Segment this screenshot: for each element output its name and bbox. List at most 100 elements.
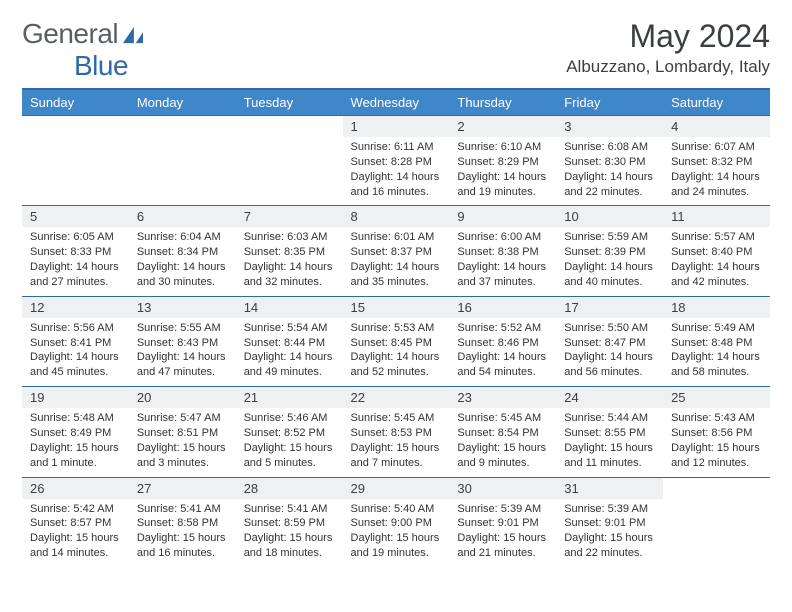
weekday-header: Monday bbox=[129, 89, 236, 116]
day-details: Sunrise: 6:01 AMSunset: 8:37 PMDaylight:… bbox=[343, 227, 450, 295]
day-details: Sunrise: 5:45 AMSunset: 8:54 PMDaylight:… bbox=[449, 408, 556, 476]
calendar-cell: 27Sunrise: 5:41 AMSunset: 8:58 PMDayligh… bbox=[129, 477, 236, 567]
day-details: Sunrise: 5:43 AMSunset: 8:56 PMDaylight:… bbox=[663, 408, 770, 476]
day-number: 17 bbox=[556, 297, 663, 318]
day-number: 31 bbox=[556, 478, 663, 499]
calendar-cell: 6Sunrise: 6:04 AMSunset: 8:34 PMDaylight… bbox=[129, 206, 236, 296]
calendar-cell: 14Sunrise: 5:54 AMSunset: 8:44 PMDayligh… bbox=[236, 296, 343, 386]
day-number: 27 bbox=[129, 478, 236, 499]
day-number: 16 bbox=[449, 297, 556, 318]
day-number: 13 bbox=[129, 297, 236, 318]
day-details: Sunrise: 5:49 AMSunset: 8:48 PMDaylight:… bbox=[663, 318, 770, 386]
day-details: Sunrise: 6:07 AMSunset: 8:32 PMDaylight:… bbox=[663, 137, 770, 205]
day-details: Sunrise: 5:53 AMSunset: 8:45 PMDaylight:… bbox=[343, 318, 450, 386]
brand-part1: General bbox=[22, 18, 118, 49]
day-details: Sunrise: 5:48 AMSunset: 8:49 PMDaylight:… bbox=[22, 408, 129, 476]
day-details: Sunrise: 6:10 AMSunset: 8:29 PMDaylight:… bbox=[449, 137, 556, 205]
calendar-cell: 3Sunrise: 6:08 AMSunset: 8:30 PMDaylight… bbox=[556, 116, 663, 206]
day-number: 1 bbox=[343, 116, 450, 137]
calendar-cell: 19Sunrise: 5:48 AMSunset: 8:49 PMDayligh… bbox=[22, 387, 129, 477]
calendar-cell: 7Sunrise: 6:03 AMSunset: 8:35 PMDaylight… bbox=[236, 206, 343, 296]
calendar-week-row: ......1Sunrise: 6:11 AMSunset: 8:28 PMDa… bbox=[22, 116, 770, 206]
calendar-cell: 23Sunrise: 5:45 AMSunset: 8:54 PMDayligh… bbox=[449, 387, 556, 477]
day-number: 19 bbox=[22, 387, 129, 408]
day-details: Sunrise: 6:05 AMSunset: 8:33 PMDaylight:… bbox=[22, 227, 129, 295]
weekday-header: Friday bbox=[556, 89, 663, 116]
day-number: 3 bbox=[556, 116, 663, 137]
calendar-cell: 11Sunrise: 5:57 AMSunset: 8:40 PMDayligh… bbox=[663, 206, 770, 296]
calendar-cell: .. bbox=[129, 116, 236, 206]
day-details: Sunrise: 5:40 AMSunset: 9:00 PMDaylight:… bbox=[343, 499, 450, 567]
calendar-cell: 28Sunrise: 5:41 AMSunset: 8:59 PMDayligh… bbox=[236, 477, 343, 567]
day-details: Sunrise: 5:45 AMSunset: 8:53 PMDaylight:… bbox=[343, 408, 450, 476]
day-number: 22 bbox=[343, 387, 450, 408]
day-details: Sunrise: 6:03 AMSunset: 8:35 PMDaylight:… bbox=[236, 227, 343, 295]
day-number: 14 bbox=[236, 297, 343, 318]
day-details: Sunrise: 6:11 AMSunset: 8:28 PMDaylight:… bbox=[343, 137, 450, 205]
calendar-cell: 1Sunrise: 6:11 AMSunset: 8:28 PMDaylight… bbox=[343, 116, 450, 206]
day-number: 29 bbox=[343, 478, 450, 499]
day-details: Sunrise: 5:59 AMSunset: 8:39 PMDaylight:… bbox=[556, 227, 663, 295]
day-details: Sunrise: 5:50 AMSunset: 8:47 PMDaylight:… bbox=[556, 318, 663, 386]
day-number: 25 bbox=[663, 387, 770, 408]
day-number: 4 bbox=[663, 116, 770, 137]
day-details: Sunrise: 5:57 AMSunset: 8:40 PMDaylight:… bbox=[663, 227, 770, 295]
calendar-cell: 4Sunrise: 6:07 AMSunset: 8:32 PMDaylight… bbox=[663, 116, 770, 206]
day-number: 9 bbox=[449, 206, 556, 227]
day-details: Sunrise: 6:00 AMSunset: 8:38 PMDaylight:… bbox=[449, 227, 556, 295]
month-title: May 2024 bbox=[566, 18, 770, 55]
calendar-body: ......1Sunrise: 6:11 AMSunset: 8:28 PMDa… bbox=[22, 116, 770, 567]
calendar-cell: 26Sunrise: 5:42 AMSunset: 8:57 PMDayligh… bbox=[22, 477, 129, 567]
calendar-week-row: 26Sunrise: 5:42 AMSunset: 8:57 PMDayligh… bbox=[22, 477, 770, 567]
day-details: Sunrise: 5:39 AMSunset: 9:01 PMDaylight:… bbox=[556, 499, 663, 567]
location-text: Albuzzano, Lombardy, Italy bbox=[566, 57, 770, 77]
day-number: 8 bbox=[343, 206, 450, 227]
calendar-cell: 31Sunrise: 5:39 AMSunset: 9:01 PMDayligh… bbox=[556, 477, 663, 567]
day-number: 20 bbox=[129, 387, 236, 408]
calendar-week-row: 5Sunrise: 6:05 AMSunset: 8:33 PMDaylight… bbox=[22, 206, 770, 296]
day-details: Sunrise: 6:04 AMSunset: 8:34 PMDaylight:… bbox=[129, 227, 236, 295]
brand-logo: GeneralBlue bbox=[22, 18, 146, 82]
weekday-header: Tuesday bbox=[236, 89, 343, 116]
day-details: Sunrise: 5:55 AMSunset: 8:43 PMDaylight:… bbox=[129, 318, 236, 386]
calendar-cell: 18Sunrise: 5:49 AMSunset: 8:48 PMDayligh… bbox=[663, 296, 770, 386]
day-details: Sunrise: 5:39 AMSunset: 9:01 PMDaylight:… bbox=[449, 499, 556, 567]
day-number: 21 bbox=[236, 387, 343, 408]
day-number: 12 bbox=[22, 297, 129, 318]
day-details: Sunrise: 5:41 AMSunset: 8:59 PMDaylight:… bbox=[236, 499, 343, 567]
day-number: 11 bbox=[663, 206, 770, 227]
weekday-header: Wednesday bbox=[343, 89, 450, 116]
calendar-cell: 5Sunrise: 6:05 AMSunset: 8:33 PMDaylight… bbox=[22, 206, 129, 296]
day-number: 28 bbox=[236, 478, 343, 499]
calendar-cell: 24Sunrise: 5:44 AMSunset: 8:55 PMDayligh… bbox=[556, 387, 663, 477]
calendar-cell: 12Sunrise: 5:56 AMSunset: 8:41 PMDayligh… bbox=[22, 296, 129, 386]
weekday-header: Sunday bbox=[22, 89, 129, 116]
day-details: Sunrise: 5:54 AMSunset: 8:44 PMDaylight:… bbox=[236, 318, 343, 386]
day-details: Sunrise: 5:44 AMSunset: 8:55 PMDaylight:… bbox=[556, 408, 663, 476]
calendar-cell: 16Sunrise: 5:52 AMSunset: 8:46 PMDayligh… bbox=[449, 296, 556, 386]
day-number: 2 bbox=[449, 116, 556, 137]
day-details: Sunrise: 6:08 AMSunset: 8:30 PMDaylight:… bbox=[556, 137, 663, 205]
day-number: 7 bbox=[236, 206, 343, 227]
day-number: 30 bbox=[449, 478, 556, 499]
day-details: Sunrise: 5:46 AMSunset: 8:52 PMDaylight:… bbox=[236, 408, 343, 476]
day-number: 23 bbox=[449, 387, 556, 408]
day-details: Sunrise: 5:56 AMSunset: 8:41 PMDaylight:… bbox=[22, 318, 129, 386]
calendar-cell: 25Sunrise: 5:43 AMSunset: 8:56 PMDayligh… bbox=[663, 387, 770, 477]
sail-icon bbox=[120, 25, 146, 45]
day-number: 5 bbox=[22, 206, 129, 227]
calendar-cell: 22Sunrise: 5:45 AMSunset: 8:53 PMDayligh… bbox=[343, 387, 450, 477]
calendar-cell: 29Sunrise: 5:40 AMSunset: 9:00 PMDayligh… bbox=[343, 477, 450, 567]
calendar-cell: 21Sunrise: 5:46 AMSunset: 8:52 PMDayligh… bbox=[236, 387, 343, 477]
weekday-header: Saturday bbox=[663, 89, 770, 116]
day-number: 6 bbox=[129, 206, 236, 227]
calendar-cell: 8Sunrise: 6:01 AMSunset: 8:37 PMDaylight… bbox=[343, 206, 450, 296]
day-details: Sunrise: 5:47 AMSunset: 8:51 PMDaylight:… bbox=[129, 408, 236, 476]
calendar-cell: 17Sunrise: 5:50 AMSunset: 8:47 PMDayligh… bbox=[556, 296, 663, 386]
day-number: 15 bbox=[343, 297, 450, 318]
calendar-cell: 2Sunrise: 6:10 AMSunset: 8:29 PMDaylight… bbox=[449, 116, 556, 206]
calendar-week-row: 19Sunrise: 5:48 AMSunset: 8:49 PMDayligh… bbox=[22, 387, 770, 477]
day-number: 18 bbox=[663, 297, 770, 318]
calendar-cell: 30Sunrise: 5:39 AMSunset: 9:01 PMDayligh… bbox=[449, 477, 556, 567]
day-details: Sunrise: 5:42 AMSunset: 8:57 PMDaylight:… bbox=[22, 499, 129, 567]
